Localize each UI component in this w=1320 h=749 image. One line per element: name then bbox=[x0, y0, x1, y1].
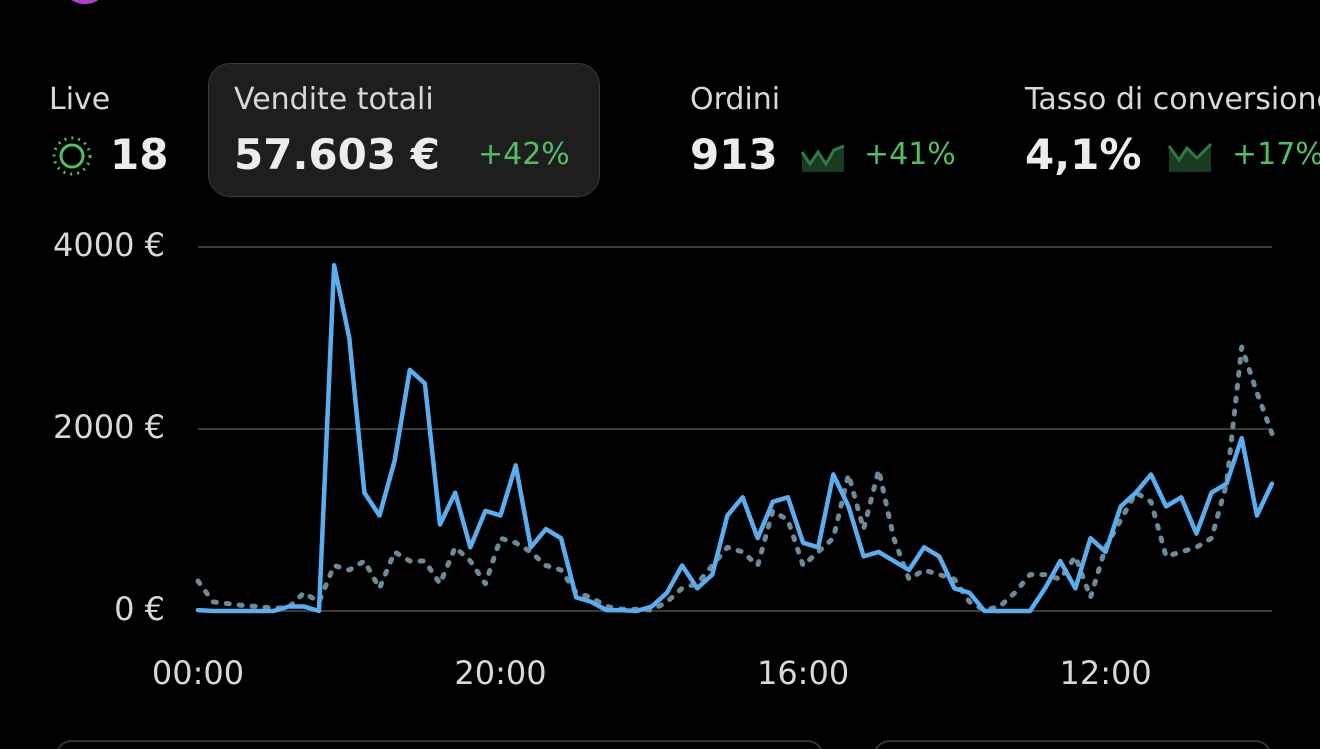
sparkline-icon bbox=[1167, 142, 1213, 172]
y-tick-label: 4000 € bbox=[53, 226, 165, 264]
avatar bbox=[60, 0, 110, 4]
x-tick-label: 20:00 bbox=[454, 654, 546, 692]
card-edge bbox=[55, 740, 824, 749]
live-label: Live bbox=[49, 82, 111, 117]
metric-value: 4,1% bbox=[1025, 130, 1142, 179]
metric-change: +17% bbox=[1232, 137, 1320, 172]
metric-card[interactable] bbox=[208, 63, 600, 197]
x-tick-label: 16:00 bbox=[757, 654, 849, 692]
y-tick-label: 0 € bbox=[114, 590, 165, 628]
x-tick-label: 12:00 bbox=[1059, 654, 1151, 692]
metric-value: 913 bbox=[690, 130, 778, 179]
live-value: 18 bbox=[110, 130, 169, 179]
card-edge bbox=[873, 740, 1272, 749]
sparkline-icon bbox=[800, 144, 845, 172]
x-tick-label: 00:00 bbox=[152, 654, 244, 692]
metric-label: Ordini bbox=[690, 82, 781, 117]
metric-change: +41% bbox=[864, 137, 956, 172]
line-series bbox=[195, 262, 1275, 614]
metric-label: Tasso di conversione bbox=[1025, 82, 1320, 117]
metric-value: 57.603 € bbox=[234, 130, 440, 179]
metric-label: Vendite totali bbox=[234, 82, 434, 117]
live-icon bbox=[52, 136, 92, 176]
line-series bbox=[195, 344, 1275, 613]
metric-change: +42% bbox=[478, 137, 570, 172]
y-tick-label: 2000 € bbox=[53, 408, 165, 446]
